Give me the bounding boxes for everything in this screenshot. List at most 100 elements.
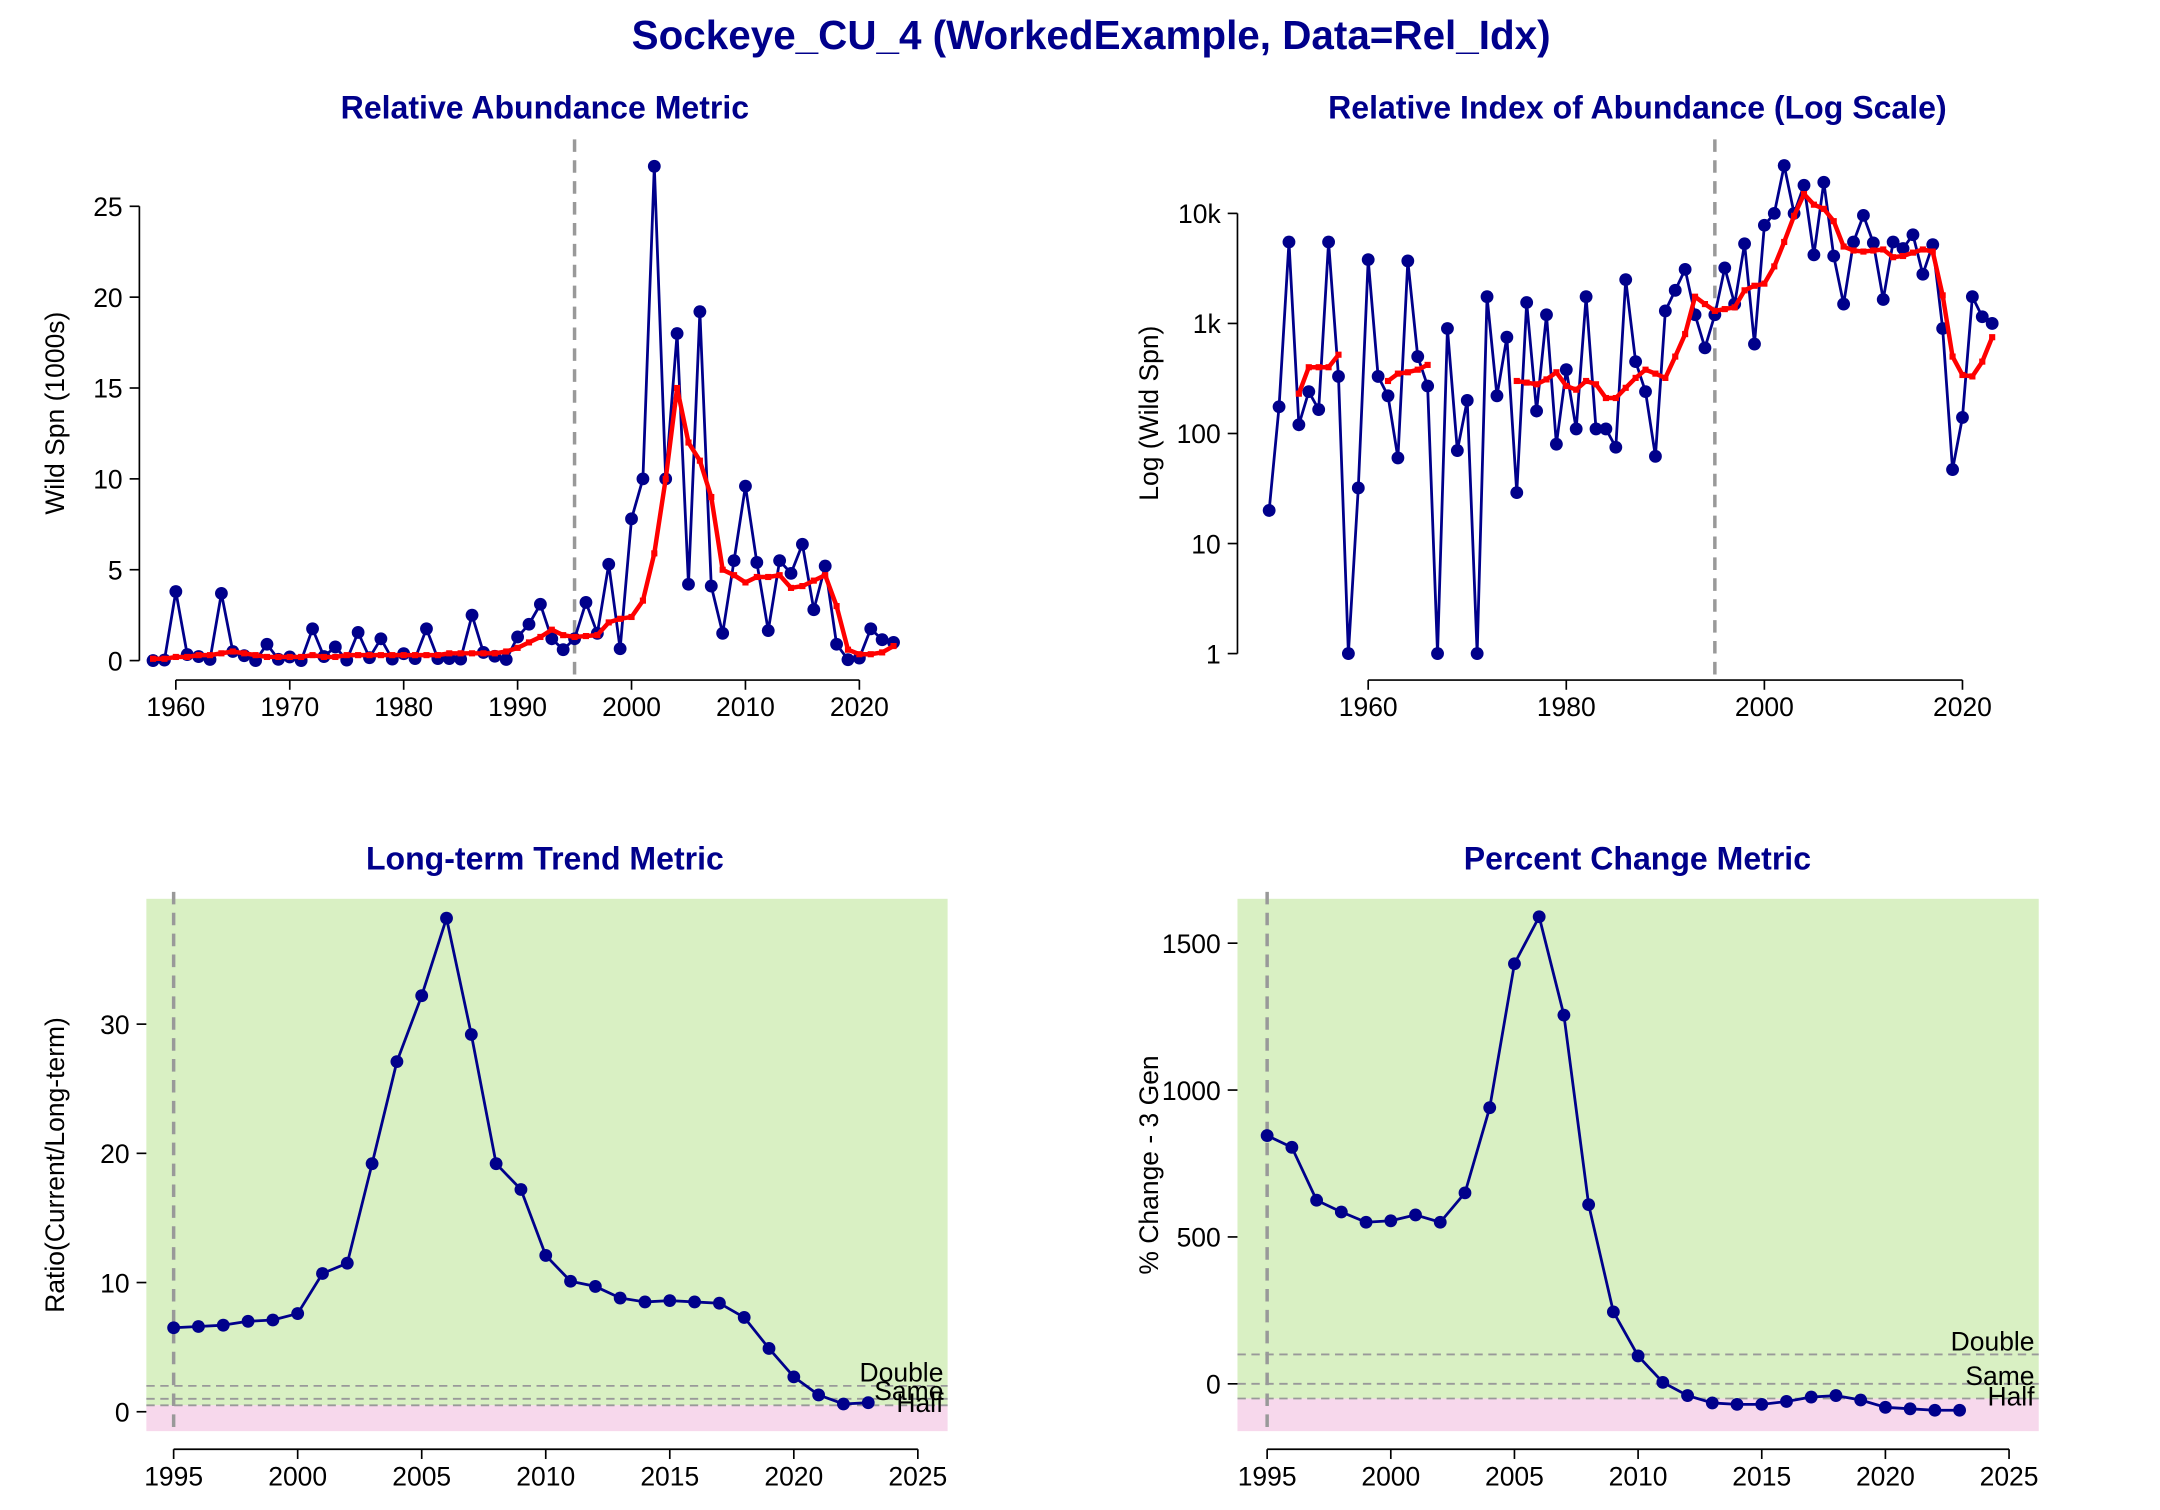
point xyxy=(1730,1397,1744,1411)
point xyxy=(457,650,464,657)
point xyxy=(742,579,749,586)
point xyxy=(489,1157,503,1171)
point xyxy=(1490,389,1504,403)
point xyxy=(1761,280,1768,287)
point xyxy=(1381,389,1395,403)
point xyxy=(1325,364,1332,371)
panel: Percent Change Metric % Change - 3 Gen Dou… xyxy=(1134,841,2039,1491)
point xyxy=(1718,261,1732,275)
point xyxy=(1870,247,1877,254)
point xyxy=(773,554,787,568)
point xyxy=(704,579,718,593)
y-tick-label: 10 xyxy=(93,465,122,495)
y-axis-title: Ratio(Current/Long-term) xyxy=(40,1017,70,1313)
point xyxy=(1391,451,1405,465)
point xyxy=(1953,1403,1967,1417)
point xyxy=(377,652,384,659)
point xyxy=(1701,301,1709,308)
point xyxy=(1830,218,1837,225)
point xyxy=(739,479,752,493)
point xyxy=(737,1311,751,1324)
point xyxy=(169,585,183,598)
point xyxy=(365,1157,379,1171)
x-tick-label: 2025 xyxy=(1980,1461,2039,1491)
y-tick-label: 100 xyxy=(1177,419,1221,449)
point xyxy=(617,615,624,622)
panel: Relative Abundance Metric Wild Spn (1000s… xyxy=(40,89,900,722)
point xyxy=(514,644,521,651)
point xyxy=(1384,1214,1398,1228)
point xyxy=(1622,384,1629,391)
x-tick-label: 1970 xyxy=(260,692,319,722)
point xyxy=(241,1314,255,1328)
point xyxy=(1335,351,1342,358)
point xyxy=(1682,331,1689,338)
point xyxy=(1989,334,1996,341)
point xyxy=(266,1313,280,1327)
x-tick-label: 2005 xyxy=(392,1461,451,1491)
point xyxy=(605,619,612,626)
point xyxy=(548,626,555,633)
point xyxy=(533,597,547,611)
point xyxy=(1880,246,1887,253)
point xyxy=(588,1280,602,1293)
point xyxy=(564,1274,577,1288)
point xyxy=(1414,366,1421,373)
point xyxy=(161,655,168,662)
point xyxy=(390,1055,404,1069)
point xyxy=(1295,390,1302,397)
point xyxy=(1302,385,1316,399)
panel-title: Percent Change Metric xyxy=(1464,841,1811,877)
point xyxy=(1470,647,1484,660)
y-tick-label: 20 xyxy=(93,283,122,313)
point xyxy=(241,650,248,657)
y-axis-title: Wild Spn (1000s) xyxy=(40,312,70,515)
x-tick-label: 1960 xyxy=(1339,692,1398,722)
point xyxy=(1896,242,1910,255)
point xyxy=(890,642,897,650)
point xyxy=(662,475,669,482)
point xyxy=(1361,253,1375,267)
point xyxy=(1411,350,1425,363)
point xyxy=(1929,248,1936,255)
y-axis-title: % Change - 3 Gen xyxy=(1134,1055,1164,1274)
y-axis-title: Log (Wild Spn) xyxy=(1134,326,1164,501)
point xyxy=(1909,249,1917,256)
point xyxy=(539,1249,553,1262)
point xyxy=(1533,381,1540,388)
point xyxy=(1649,449,1662,463)
point xyxy=(1359,1215,1373,1229)
point xyxy=(560,632,567,639)
point xyxy=(1959,371,1966,379)
point xyxy=(1906,228,1920,242)
point xyxy=(1886,235,1900,249)
point xyxy=(833,603,840,610)
point xyxy=(1421,379,1435,393)
point xyxy=(1829,1389,1843,1402)
point xyxy=(1629,355,1643,369)
point xyxy=(1800,190,1808,198)
point xyxy=(1523,379,1530,386)
point xyxy=(1480,290,1494,304)
point xyxy=(468,650,476,657)
point xyxy=(1928,1403,1942,1417)
point xyxy=(412,652,419,659)
point xyxy=(1847,235,1860,249)
point xyxy=(1652,370,1659,377)
point xyxy=(1939,292,1946,299)
point xyxy=(636,472,650,486)
point xyxy=(1424,361,1431,368)
point xyxy=(1949,353,1956,360)
point xyxy=(1559,363,1573,377)
point xyxy=(1310,1193,1324,1207)
point xyxy=(799,583,806,590)
point xyxy=(1500,330,1514,344)
point xyxy=(415,989,429,1003)
point xyxy=(638,1295,652,1309)
point xyxy=(1979,358,1986,365)
point xyxy=(1817,175,1831,189)
point xyxy=(263,653,271,661)
point xyxy=(1520,296,1534,309)
y-tick-label: 1000 xyxy=(1162,1076,1221,1106)
reference-label: Double xyxy=(860,1358,944,1388)
